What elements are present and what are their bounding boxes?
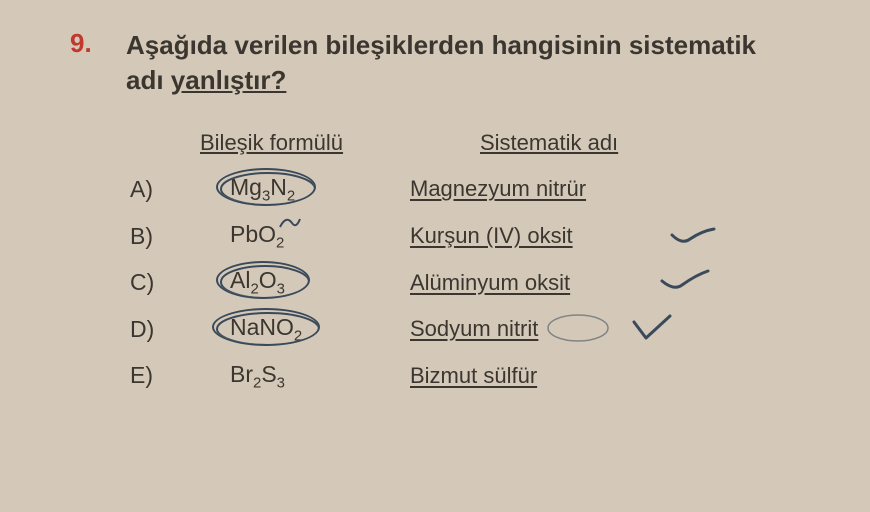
name-b: Kurşun (IV) oksit (410, 223, 573, 249)
option-label: C) (130, 269, 200, 296)
option-label: B) (130, 223, 200, 250)
check-mark-icon (660, 269, 710, 295)
formula-b: PbO2 (200, 221, 410, 252)
option-row: D) NaNO2 Sodyum nitrit (200, 314, 820, 345)
question-line2b: yanlıştır? (171, 65, 287, 95)
check-mark-icon (670, 225, 716, 249)
header-name: Sistematik adı (480, 130, 618, 156)
question-line1: Aşağıda verilen bileşiklerden hangisinin… (126, 30, 756, 60)
formula-text: NaNO2 (230, 314, 302, 340)
options-table: Bileşik formülü Sistematik adı A) Mg3N2 … (200, 130, 820, 391)
option-row: C) Al2O3 Alüminyum oksit (200, 267, 820, 298)
formula-text: Mg3N2 (230, 174, 295, 200)
question-number: 9. (70, 28, 98, 59)
question-page: 9. Aşağıda verilen bileşiklerden hangisi… (0, 0, 870, 427)
formula-text: Br2S3 (230, 361, 285, 387)
option-row: B) PbO2 Kurşun (IV) oksit (200, 221, 820, 252)
name-c: Alüminyum oksit (410, 270, 570, 296)
question-header: 9. Aşağıda verilen bileşiklerden hangisi… (70, 28, 820, 98)
formula-d: NaNO2 (200, 314, 410, 345)
formula-c: Al2O3 (200, 267, 410, 298)
header-formula: Bileşik formülü (200, 130, 380, 156)
option-label: D) (130, 316, 200, 343)
question-text: Aşağıda verilen bileşiklerden hangisinin… (126, 28, 756, 98)
question-line2a: adı (126, 65, 171, 95)
option-row: E) Br2S3 Bizmut sülfür (200, 361, 820, 392)
option-label: E) (130, 362, 200, 389)
formula-a: Mg3N2 (200, 174, 410, 205)
header-row: Bileşik formülü Sistematik adı (200, 130, 820, 156)
name-a: Magnezyum nitrür (410, 176, 586, 202)
check-mark-icon (630, 314, 674, 344)
option-row: A) Mg3N2 Magnezyum nitrür (200, 174, 820, 205)
circle-annotation-icon (546, 312, 610, 344)
name-e: Bizmut sülfür (410, 363, 537, 389)
formula-e: Br2S3 (200, 361, 410, 392)
formula-text: Al2O3 (230, 267, 285, 293)
formula-text: PbO2 (230, 221, 284, 247)
option-label: A) (130, 176, 200, 203)
name-d: Sodyum nitrit (410, 316, 538, 342)
